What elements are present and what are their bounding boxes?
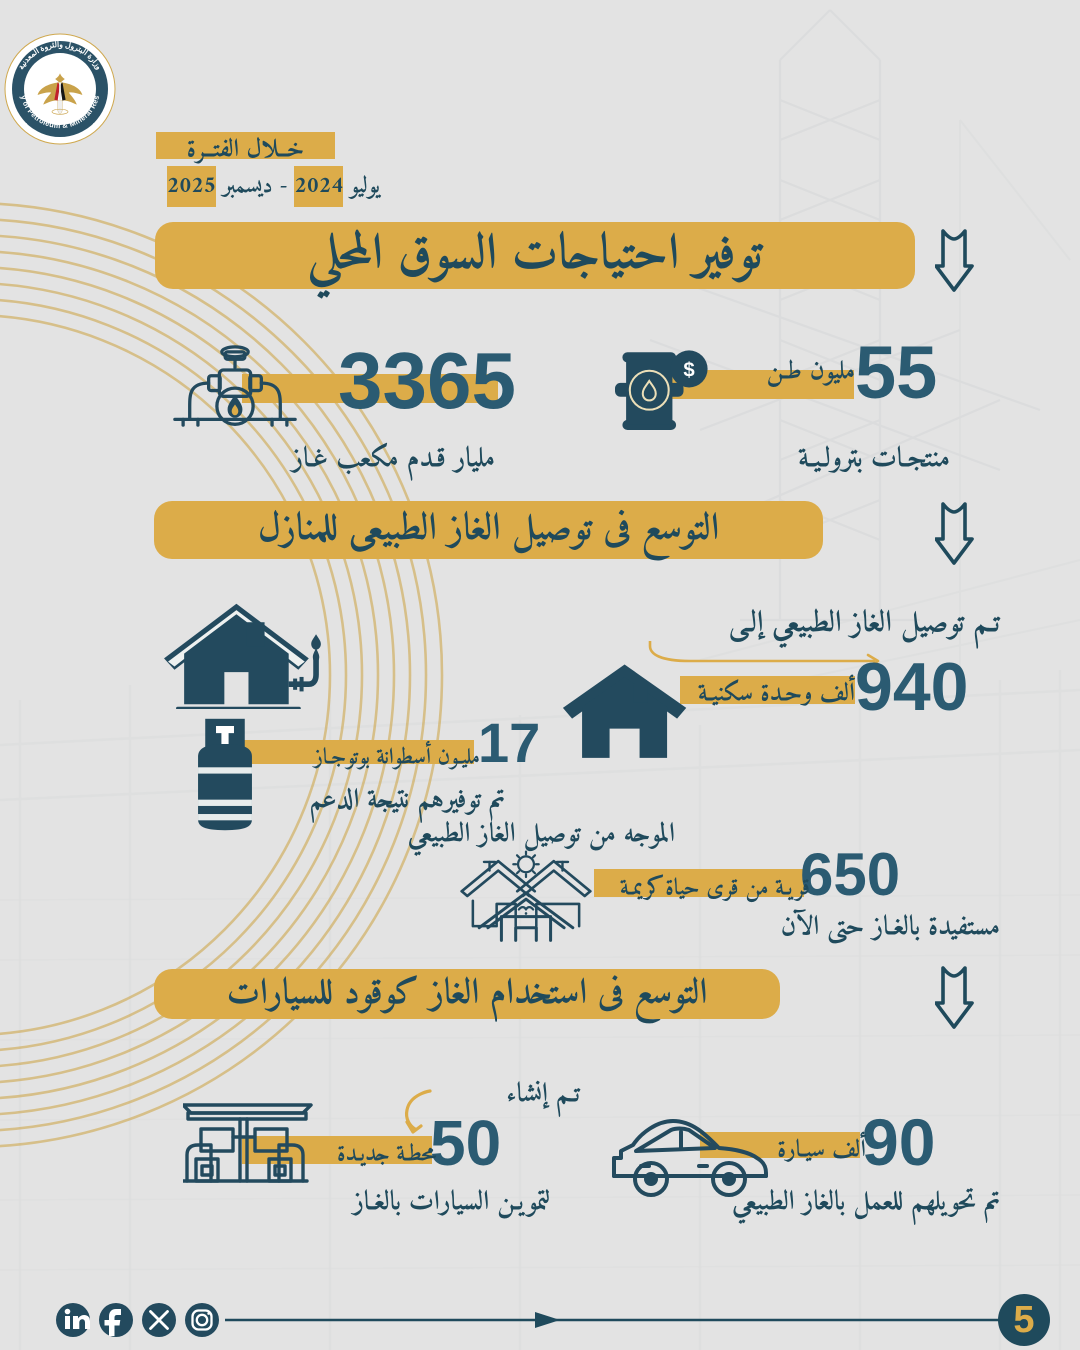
svg-text:5: 5 xyxy=(1013,1299,1034,1341)
